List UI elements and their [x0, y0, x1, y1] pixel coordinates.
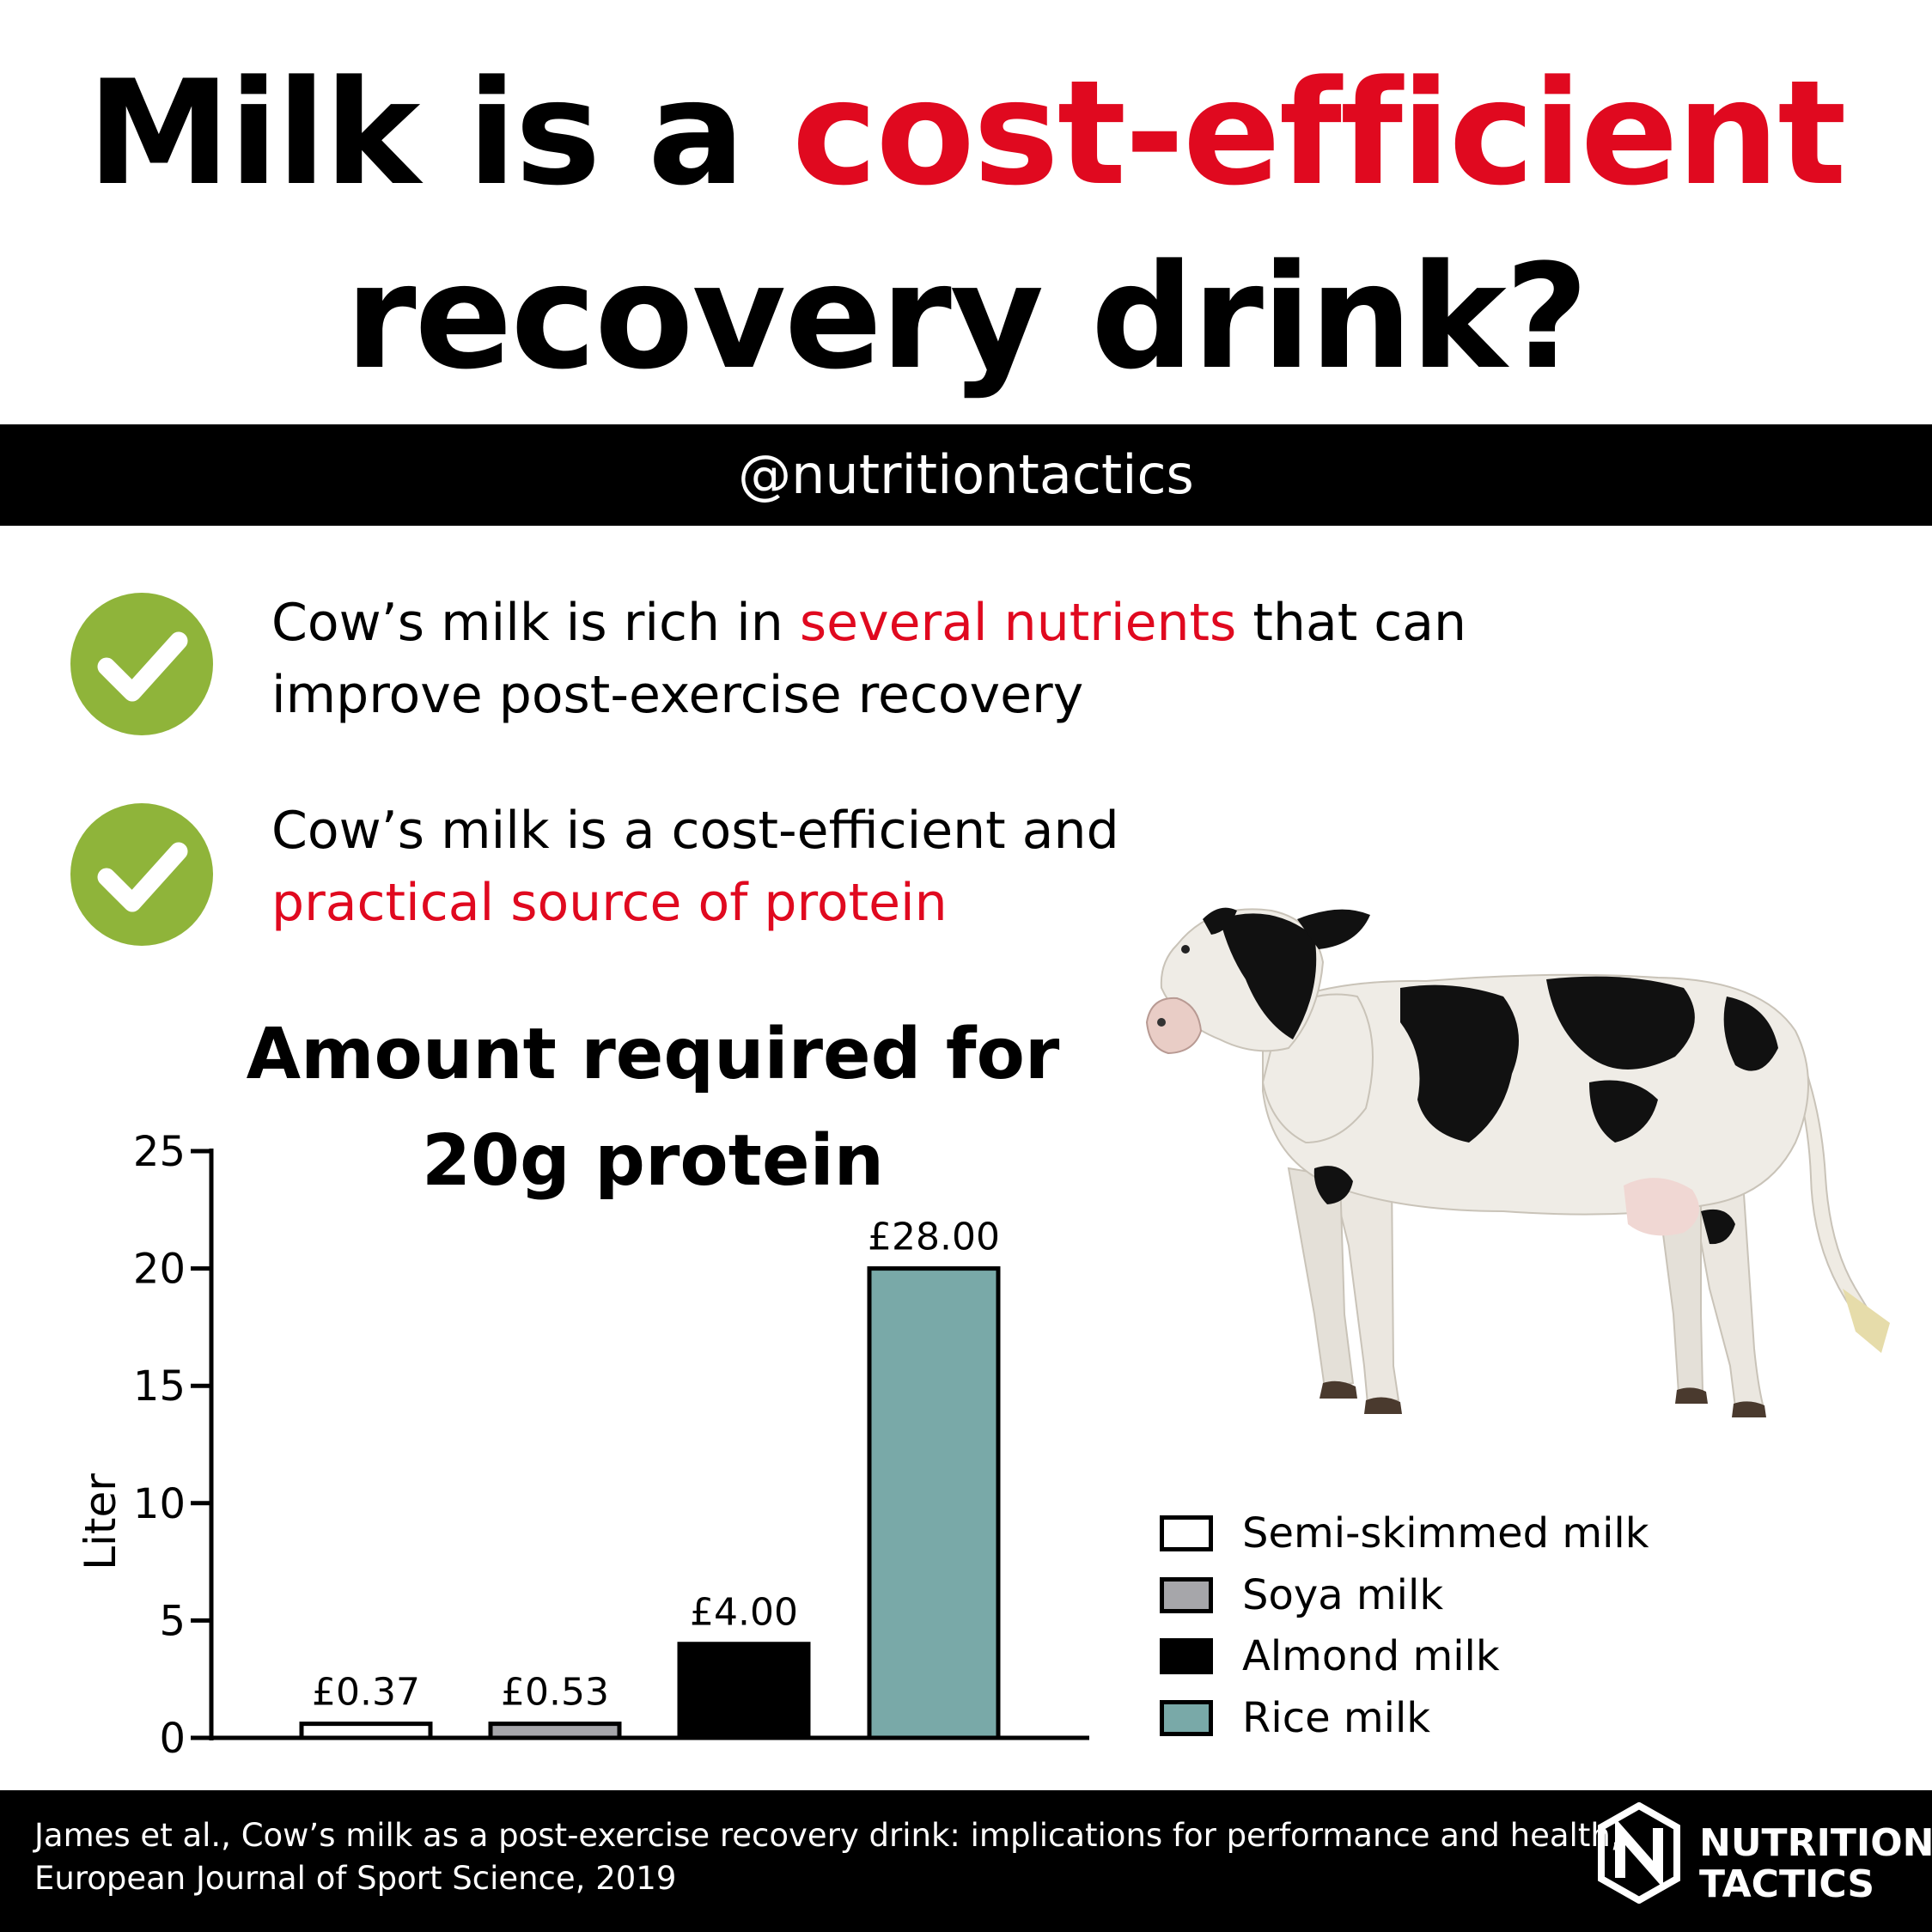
brand-line-2: TACTICS: [1699, 1862, 1875, 1906]
page-title: Milk is a cost-efficient recovery drink?: [0, 41, 1932, 409]
y-tick-label: 10: [133, 1480, 186, 1528]
citation: James et al., Cow’s milk as a post-exerc…: [34, 1814, 1621, 1900]
y-axis-label: Liter: [76, 1473, 125, 1570]
bullet-2-line-1: Cow’s milk is a cost-efficient and: [271, 801, 1119, 861]
handle-bar: [0, 424, 1932, 526]
bullet-1-pre: Cow’s milk is rich in: [271, 593, 800, 653]
footer-bar: [0, 1790, 1932, 1932]
legend-item-rice: Rice milk: [1160, 1694, 1431, 1742]
legend-swatch: [1160, 1515, 1213, 1551]
legend-item-soya: Soya milk: [1160, 1571, 1444, 1619]
bar-rice-milk: [867, 1266, 1001, 1740]
brand-line-1: NUTRITION: [1699, 1821, 1932, 1865]
chart-title-line-2: 20g protein: [421, 1120, 885, 1202]
legend-label: Rice milk: [1242, 1694, 1431, 1742]
bar-semi-skimmed-milk: [299, 1722, 433, 1740]
social-handle: @nutritiontactics: [738, 443, 1194, 506]
title-part1: Milk is a: [87, 49, 792, 217]
chart-title: Amount required for 20g protein: [206, 1002, 1100, 1215]
bar-price-label: £0.53: [501, 1671, 609, 1715]
bullet-protein: Cow’s milk is a cost-efficient and pract…: [271, 795, 1216, 939]
y-tick-label: 15: [133, 1362, 186, 1411]
legend-label: Semi-skimmed milk: [1242, 1509, 1649, 1557]
brand-logo-icon: [1598, 1802, 1680, 1904]
y-tick-label: 5: [159, 1597, 186, 1645]
legend-swatch: [1160, 1577, 1213, 1613]
title-line-1: Milk is a cost-efficient: [0, 41, 1932, 225]
legend-item-semi-skimmed: Semi-skimmed milk: [1160, 1509, 1649, 1557]
bar-price-label: £4.00: [690, 1591, 798, 1635]
bar-price-label: £28.00: [868, 1216, 1000, 1259]
legend-label: Almond milk: [1242, 1632, 1500, 1680]
bar-soya-milk: [488, 1722, 622, 1740]
title-line-2: recovery drink?: [344, 233, 1589, 401]
legend-swatch: [1160, 1638, 1213, 1674]
chart-legend: Semi-skimmed milk Soya milk Almond milk …: [1160, 1509, 1718, 1742]
bullet-nutrients: Cow’s milk is rich in several nutrients …: [271, 587, 1560, 731]
check-icon: [70, 593, 213, 735]
bullet-1-post: that can: [1236, 593, 1467, 653]
check-icon: [70, 803, 213, 946]
cow-illustration: [1145, 907, 1890, 1417]
bullet-2-accent: practical source of protein: [271, 873, 948, 933]
bullet-1-accent: several nutrients: [799, 593, 1237, 653]
y-tick-label: 25: [133, 1128, 186, 1176]
citation-line-1: James et al., Cow’s milk as a post-exerc…: [34, 1817, 1621, 1854]
bar-price-label: £0.37: [312, 1671, 420, 1715]
brand-name: NUTRITION TACTICS: [1699, 1823, 1932, 1905]
y-tick-label: 0: [159, 1715, 186, 1763]
bar-chart: 0 5 10 15 20 25 Liter £0.37 £0.53 £4.00 £28.00: [76, 1128, 1089, 1763]
chart-title-line-1: Amount required for: [246, 1014, 1060, 1095]
y-tick-label: 20: [133, 1246, 186, 1294]
bullet-1-line-2: improve post-exercise recovery: [271, 665, 1084, 725]
title-accent: cost-efficient: [791, 49, 1847, 217]
bar-almond-milk: [677, 1642, 811, 1740]
legend-label: Soya milk: [1242, 1571, 1444, 1619]
legend-swatch: [1160, 1700, 1213, 1736]
legend-item-almond: Almond milk: [1160, 1632, 1500, 1680]
bullet-1-line-1: Cow’s milk is rich in several nutrients …: [271, 587, 1560, 659]
citation-line-2: European Journal of Sport Science, 2019: [34, 1860, 677, 1897]
